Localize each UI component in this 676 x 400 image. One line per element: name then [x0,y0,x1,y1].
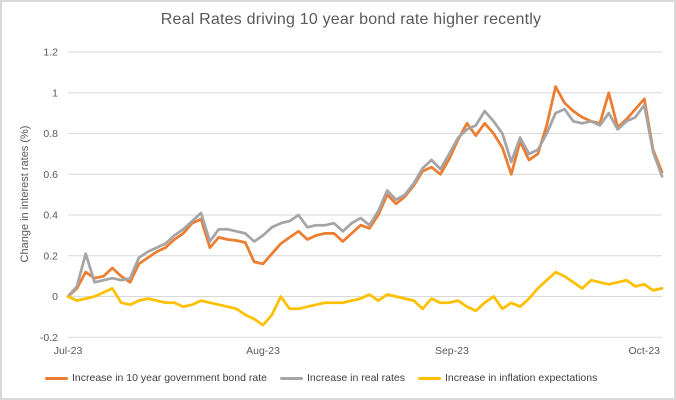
series-real-rates-line [66,103,664,298]
legend-swatch-inflation-expectations [418,376,442,380]
y-tick-label: -0.2 [40,332,58,344]
legend-item-real-rates: Increase in real rates [279,372,406,384]
chart-title: Real Rates driving 10 year bond rate hig… [160,11,542,28]
series-bond-rate-line [66,85,664,298]
legend-swatch-bond-rate [45,376,68,380]
y-tick-label: 0.6 [43,169,58,181]
legend-label-bond-rate: Increase in 10 year government bond rate [72,372,267,384]
y-tick-label: 0 [52,291,58,303]
y-tick-label: 1 [52,87,58,99]
legend-label-real-rates: Increase in real rates [306,372,406,384]
x-tick-label: Oct-23 [629,345,661,357]
x-tick-label: Aug-23 [246,345,280,357]
legend-label-inflation-expectations: Increase in inflation expectations [445,372,598,384]
y-tick-label: 1.2 [43,47,58,59]
y-tick-label: 0.4 [43,210,58,222]
legend-swatch-real-rates [279,376,303,380]
x-tick-label: Jul-23 [54,345,83,357]
legend-item-inflation-expectations: Increase in inflation expectations [418,372,597,384]
legend-item-bond-rate: Increase in 10 year government bond rate [45,372,267,384]
y-tick-label: 0.2 [43,250,58,262]
y-tick-label: 0.8 [43,128,58,140]
x-tick-label: Sep-23 [435,345,469,357]
series-inflation-expectations-line [66,270,664,327]
legend: Increase in 10 year government bond rate… [45,372,672,384]
